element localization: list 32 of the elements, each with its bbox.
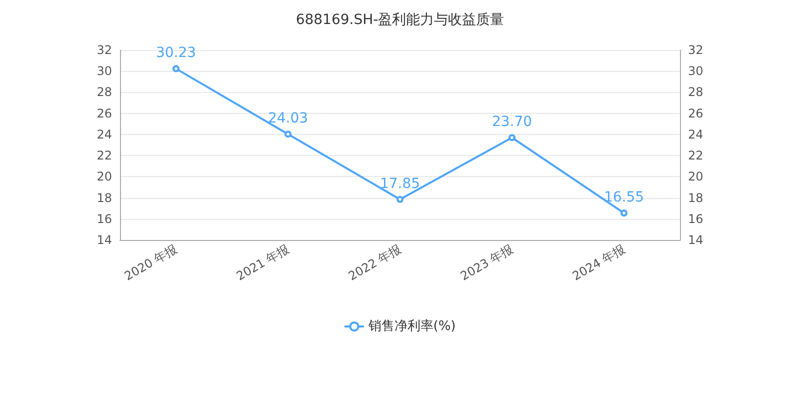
point: [620, 210, 628, 217]
y-tick-label: 28: [96, 85, 112, 100]
y2-tick-label: 24: [688, 127, 704, 142]
y2-tick-label: 28: [688, 85, 704, 100]
point: [396, 196, 404, 203]
point: [284, 130, 292, 138]
y2-tick-label: 30: [688, 64, 704, 78]
y-tick-label: 16: [96, 212, 112, 226]
y2-tick-label: 16: [688, 212, 704, 226]
y2-tick-label: 18: [688, 190, 704, 205]
chart-title: 688169.SH-盈利能力与收益质量: [296, 12, 504, 28]
y2-tick-label: 26: [688, 106, 704, 120]
data-label: 16.55: [604, 190, 644, 206]
data-label: 30.23: [156, 45, 196, 62]
y-tick-label: 14: [96, 233, 112, 247]
y-tick-label: 22: [96, 148, 112, 163]
y2-tick-label: 20: [688, 170, 704, 184]
data-label: 24.03: [268, 110, 308, 127]
y-tick-label: 26: [96, 106, 112, 120]
legend-label: 销售净利率(%): [367, 318, 456, 334]
point: [508, 134, 516, 142]
y-tick-label: 30: [96, 64, 112, 78]
y2-tick-label: 14: [688, 233, 704, 247]
y-tick-label: 18: [96, 190, 112, 205]
data-label: 23.70: [492, 114, 532, 130]
y-tick-label: 32: [96, 43, 112, 57]
y2-tick-label: 22: [688, 148, 704, 163]
y2-tick-label: 32: [688, 43, 704, 57]
data-label: 17.85: [380, 176, 420, 192]
y-tick-label: 24: [96, 127, 112, 142]
point: [172, 65, 180, 72]
y-tick-label: 20: [96, 170, 112, 184]
